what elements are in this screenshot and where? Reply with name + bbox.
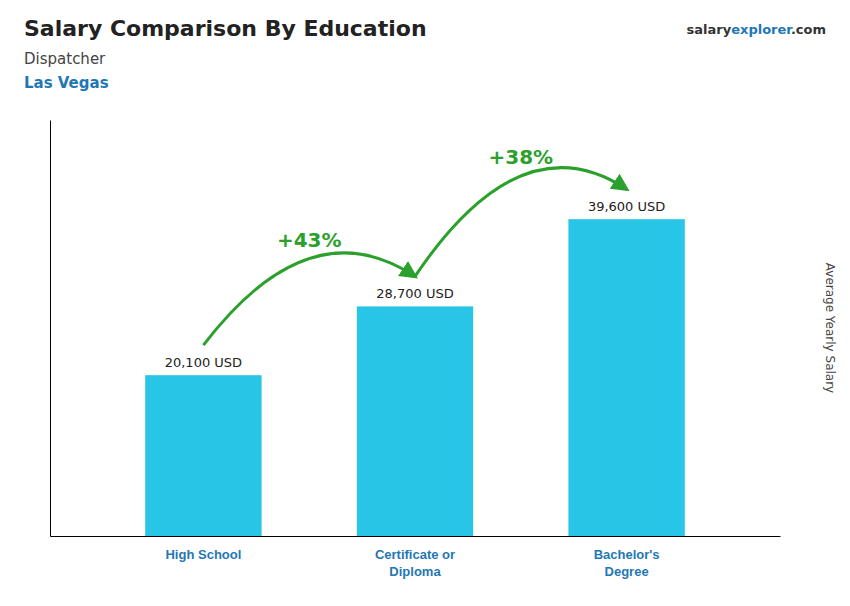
bars [145,219,685,536]
x-tick: High School [165,536,241,562]
data-label: 28,700 USD [376,286,453,301]
x-tick-label-line: Certificate or [375,547,455,562]
x-tick-label-line: Degree [605,564,649,579]
source-part: explorer [731,22,793,37]
x-tick-label: Certificate or Diploma [375,547,455,579]
bar [357,306,473,536]
annotation: +43% [277,228,342,252]
subtitle: Las Vegas [24,74,109,92]
plot: High School Certificate or Diploma Bachelor… [51,121,781,580]
source: salaryexplorer.com [687,22,826,37]
bar [568,219,684,536]
arrow [415,168,627,277]
annotations: +43% +38% [203,145,626,345]
x-tick-label-line: Diploma [389,564,441,579]
x-tick-label: High School [165,547,241,562]
x-axis-line [51,536,781,537]
x-tick-label-line: High School [165,547,241,562]
x-axis: High School Certificate or Diploma Bachelor… [51,536,781,579]
source-part: .com [791,22,826,37]
y-axis-title: Average Yearly Salary [823,263,837,393]
source-part: salary [687,22,732,37]
arrow [203,253,415,345]
x-tick-label-line: Bachelor's [594,547,660,562]
data-label: 39,600 USD [588,199,665,214]
data-label: 20,100 USD [165,355,242,370]
y-axis-line [50,121,51,537]
data-labels: 20,100 USD 28,700 USD 39,600 USD [165,199,666,370]
x-tick: Certificate or Diploma [375,536,455,579]
title: Salary Comparison By Education [24,16,427,41]
x-tick-label: Bachelor's Degree [594,547,660,579]
bar [145,375,261,536]
x-tick: Bachelor's Degree [594,536,660,579]
y-axis [50,121,51,537]
subtitle: Dispatcher [24,50,106,68]
chart: Salary Comparison By Education Dispatcher… [0,0,850,606]
annotation: +38% [488,145,553,169]
